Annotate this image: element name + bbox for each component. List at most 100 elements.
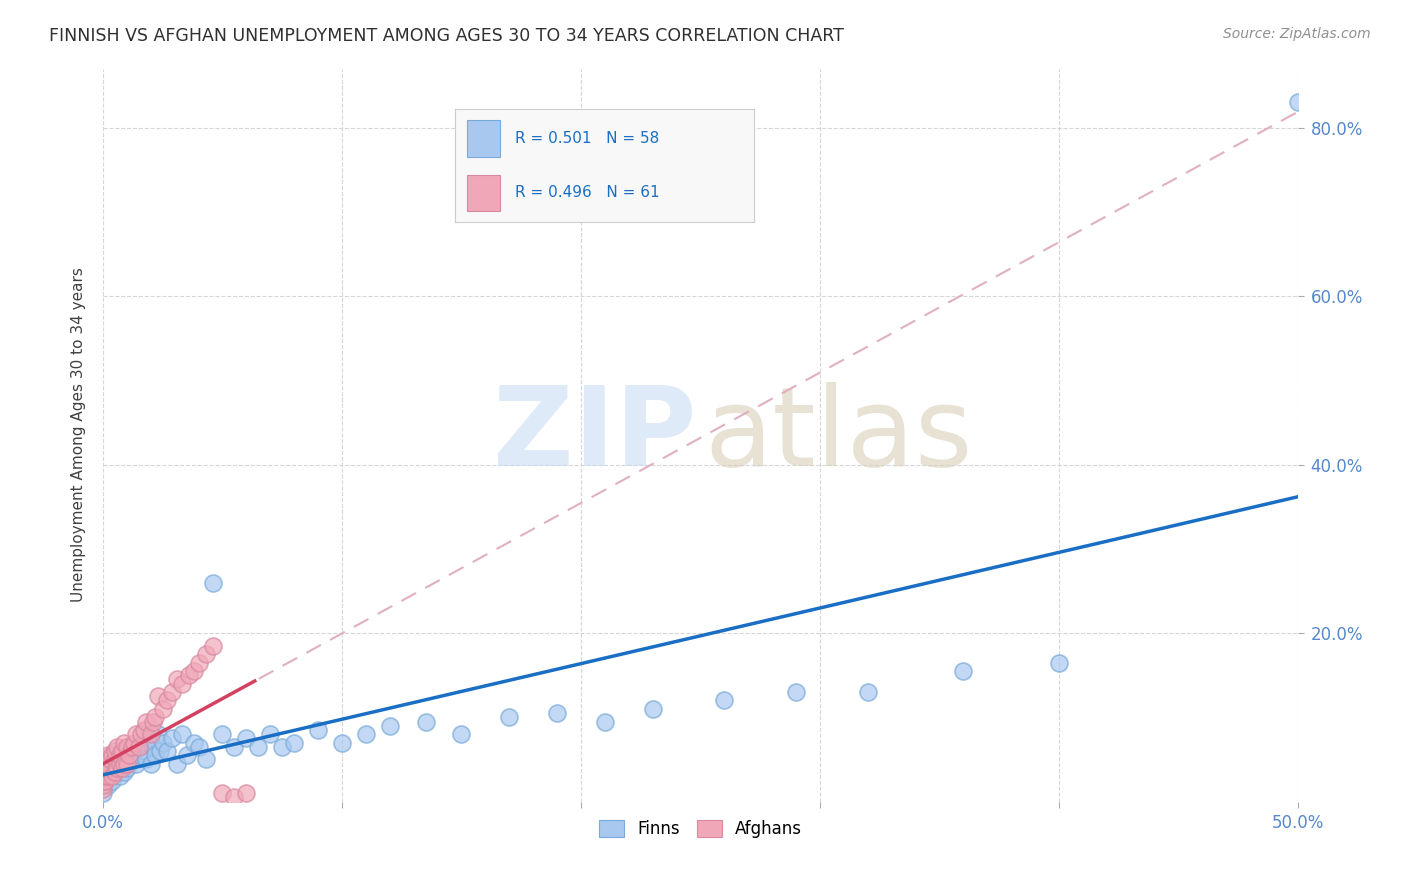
Point	[104, 752, 127, 766]
Point	[183, 736, 205, 750]
Point	[546, 706, 568, 720]
Point	[498, 710, 520, 724]
Point	[152, 702, 174, 716]
Point	[156, 693, 179, 707]
Text: ZIP: ZIP	[494, 382, 697, 489]
Point	[112, 765, 135, 780]
Point	[91, 786, 114, 800]
Point	[94, 773, 117, 788]
Point	[166, 673, 188, 687]
Point	[105, 761, 128, 775]
Point	[94, 761, 117, 775]
Point	[139, 756, 162, 771]
Text: Source: ZipAtlas.com: Source: ZipAtlas.com	[1223, 27, 1371, 41]
Point	[283, 736, 305, 750]
Text: atlas: atlas	[704, 382, 973, 489]
Point	[97, 778, 120, 792]
Point	[91, 773, 114, 788]
Point	[101, 748, 124, 763]
Point	[132, 744, 155, 758]
Point	[91, 769, 114, 783]
Point	[101, 769, 124, 783]
Point	[108, 769, 131, 783]
Point	[152, 736, 174, 750]
Point	[170, 727, 193, 741]
Point	[101, 773, 124, 788]
Point	[132, 723, 155, 737]
Point	[1047, 656, 1070, 670]
Point	[146, 727, 169, 741]
Point	[94, 756, 117, 771]
Point	[146, 690, 169, 704]
Point	[91, 765, 114, 780]
Point	[170, 676, 193, 690]
Point	[183, 664, 205, 678]
Point	[1286, 95, 1309, 110]
Point	[856, 685, 879, 699]
Point	[91, 756, 114, 771]
Point	[128, 739, 150, 754]
Point	[145, 748, 167, 763]
Point	[122, 736, 145, 750]
Point	[104, 765, 127, 780]
Point	[145, 710, 167, 724]
Y-axis label: Unemployment Among Ages 30 to 34 years: Unemployment Among Ages 30 to 34 years	[72, 268, 86, 602]
Point	[593, 714, 616, 729]
Point	[201, 575, 224, 590]
Point	[122, 739, 145, 754]
Point	[105, 739, 128, 754]
Point	[271, 739, 294, 754]
Point	[247, 739, 270, 754]
Point	[121, 739, 143, 754]
Point	[378, 719, 401, 733]
Point	[111, 761, 134, 775]
Point	[136, 731, 159, 746]
Point	[129, 736, 152, 750]
Point	[450, 727, 472, 741]
Point	[128, 748, 150, 763]
Point	[115, 739, 138, 754]
Point	[785, 685, 807, 699]
Point	[129, 727, 152, 741]
Point	[307, 723, 329, 737]
Point	[135, 714, 157, 729]
Point	[91, 781, 114, 796]
Point	[330, 736, 353, 750]
Point	[187, 656, 209, 670]
Point	[211, 786, 233, 800]
Point	[91, 769, 114, 783]
Point	[121, 748, 143, 763]
Point	[91, 778, 114, 792]
Point	[176, 748, 198, 763]
Point	[139, 727, 162, 741]
Point	[194, 647, 217, 661]
Point	[641, 702, 664, 716]
Point	[97, 761, 120, 775]
Point	[104, 765, 127, 780]
Point	[91, 765, 114, 780]
Point	[415, 714, 437, 729]
Point	[149, 744, 172, 758]
Point	[125, 756, 148, 771]
Point	[98, 769, 121, 783]
Legend: Finns, Afghans: Finns, Afghans	[592, 813, 808, 845]
Point	[108, 756, 131, 771]
Point	[118, 748, 141, 763]
Point	[713, 693, 735, 707]
Point	[98, 752, 121, 766]
Point	[118, 752, 141, 766]
Point	[104, 744, 127, 758]
Point	[91, 761, 114, 775]
Point	[142, 739, 165, 754]
Point	[952, 664, 974, 678]
Point	[115, 744, 138, 758]
Point	[112, 736, 135, 750]
Point	[201, 639, 224, 653]
Point	[125, 727, 148, 741]
Point	[98, 761, 121, 775]
Point	[177, 668, 200, 682]
Point	[354, 727, 377, 741]
Point	[115, 756, 138, 771]
Point	[97, 769, 120, 783]
Point	[142, 714, 165, 729]
